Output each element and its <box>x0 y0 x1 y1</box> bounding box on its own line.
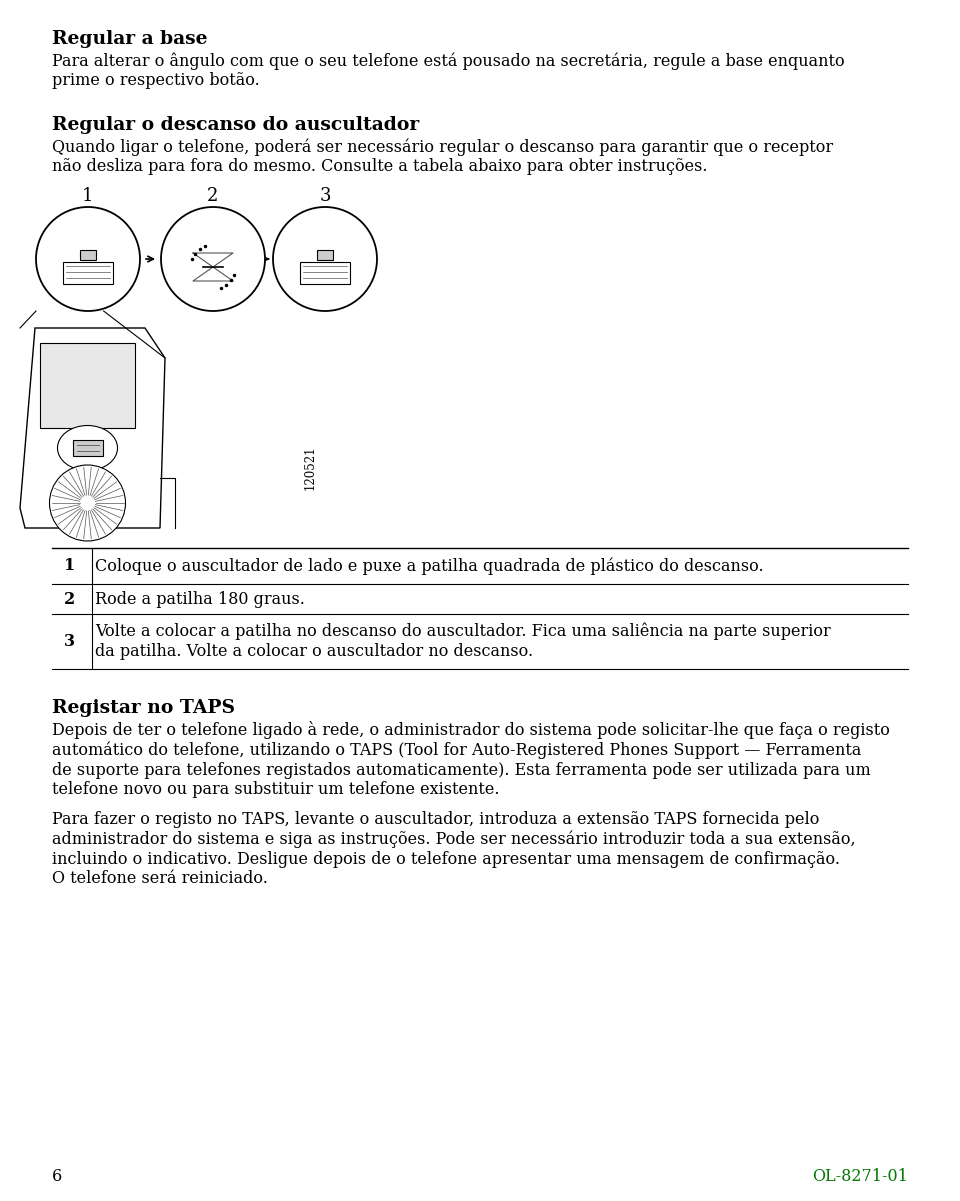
Text: OL-8271-01: OL-8271-01 <box>812 1169 908 1185</box>
Bar <box>63 262 113 283</box>
Text: 1: 1 <box>64 557 75 574</box>
Bar <box>73 440 103 456</box>
Bar <box>317 250 333 259</box>
Polygon shape <box>20 328 165 528</box>
Text: 3: 3 <box>320 187 331 205</box>
Text: 2: 2 <box>207 187 219 205</box>
Text: Registar no TAPS: Registar no TAPS <box>52 699 235 717</box>
Text: Para fazer o registo no TAPS, levante o auscultador, introduza a extensão TAPS f: Para fazer o registo no TAPS, levante o … <box>52 811 855 888</box>
Text: Rode a patilha 180 graus.: Rode a patilha 180 graus. <box>95 591 305 608</box>
Text: Volte a colocar a patilha no descanso do auscultador. Fica uma saliência na part: Volte a colocar a patilha no descanso do… <box>95 623 830 661</box>
Text: Coloque o auscultador de lado e puxe a patilha quadrada de plástico do descanso.: Coloque o auscultador de lado e puxe a p… <box>95 557 763 575</box>
Text: Quando ligar o telefone, poderá ser necessário regular o descanso para garantir : Quando ligar o telefone, poderá ser nece… <box>52 138 833 175</box>
Text: 1: 1 <box>83 187 94 205</box>
Text: 2: 2 <box>64 591 75 608</box>
Bar <box>40 343 135 428</box>
Text: Depois de ter o telefone ligado à rede, o administrador do sistema pode solicita: Depois de ter o telefone ligado à rede, … <box>52 721 890 799</box>
Circle shape <box>50 465 126 540</box>
Circle shape <box>161 207 265 311</box>
Bar <box>300 262 350 283</box>
Bar <box>80 250 96 259</box>
Circle shape <box>273 207 377 311</box>
Text: 3: 3 <box>64 633 75 650</box>
Circle shape <box>36 207 140 311</box>
Text: Regular a base: Regular a base <box>52 30 207 48</box>
Text: Regular o descanso do auscultador: Regular o descanso do auscultador <box>52 116 420 135</box>
Text: Para alterar o ângulo com que o seu telefone está pousado na secretária, regule : Para alterar o ângulo com que o seu tele… <box>52 52 845 89</box>
Text: 6: 6 <box>52 1169 62 1185</box>
Text: 120521: 120521 <box>303 446 317 490</box>
Ellipse shape <box>58 425 117 471</box>
